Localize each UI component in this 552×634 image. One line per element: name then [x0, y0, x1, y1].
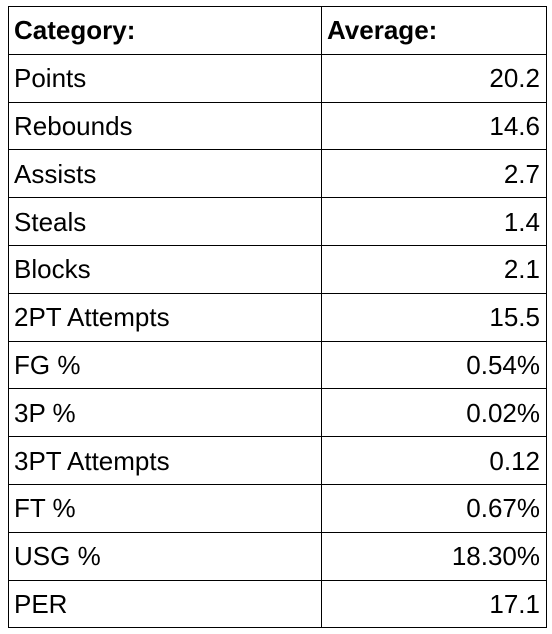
table-row: FG % 0.54%	[8, 340, 547, 390]
average-cell: 18.30%	[321, 531, 547, 581]
average-cell: 20.2	[321, 53, 547, 103]
average-cell: 0.12	[321, 436, 547, 485]
average-cell: 0.02%	[321, 388, 547, 438]
category-cell: Assists	[8, 149, 322, 199]
category-cell: Points	[8, 53, 322, 103]
table-row: FT % 0.67%	[8, 483, 547, 533]
average-cell: 15.5	[321, 292, 547, 342]
table-row: USG % 18.30%	[8, 531, 547, 581]
category-cell: 3P %	[8, 388, 322, 438]
table-row: Steals 1.4	[8, 197, 547, 246]
category-cell: Steals	[8, 197, 322, 246]
category-cell: Rebounds	[8, 101, 322, 151]
table-row: 2PT Attempts 15.5	[8, 292, 547, 342]
table-row: PER 17.1	[8, 579, 547, 629]
category-cell: FG %	[8, 340, 322, 390]
category-cell: PER	[8, 579, 322, 629]
header-category: Category:	[8, 6, 322, 55]
average-cell: 17.1	[321, 579, 547, 629]
category-cell: 3PT Attempts	[8, 436, 322, 485]
table-row: 3P % 0.02%	[8, 388, 547, 438]
average-cell: 14.6	[321, 101, 547, 151]
table-row: Points 20.2	[8, 53, 547, 103]
table-row: Assists 2.7	[8, 149, 547, 199]
table-row: Blocks 2.1	[8, 244, 547, 294]
average-cell: 0.54%	[321, 340, 547, 390]
header-average: Average:	[321, 6, 547, 55]
table-header-row: Category: Average:	[8, 6, 547, 55]
average-cell: 2.1	[321, 244, 547, 294]
average-cell: 1.4	[321, 197, 547, 246]
average-cell: 0.67%	[321, 483, 547, 533]
stats-table: Category: Average: Points 20.2 Rebounds …	[8, 6, 547, 629]
category-cell: USG %	[8, 531, 322, 581]
table-row: Rebounds 14.6	[8, 101, 547, 151]
average-cell: 2.7	[321, 149, 547, 199]
category-cell: Blocks	[8, 244, 322, 294]
category-cell: FT %	[8, 483, 322, 533]
table-row: 3PT Attempts 0.12	[8, 436, 547, 485]
category-cell: 2PT Attempts	[8, 292, 322, 342]
